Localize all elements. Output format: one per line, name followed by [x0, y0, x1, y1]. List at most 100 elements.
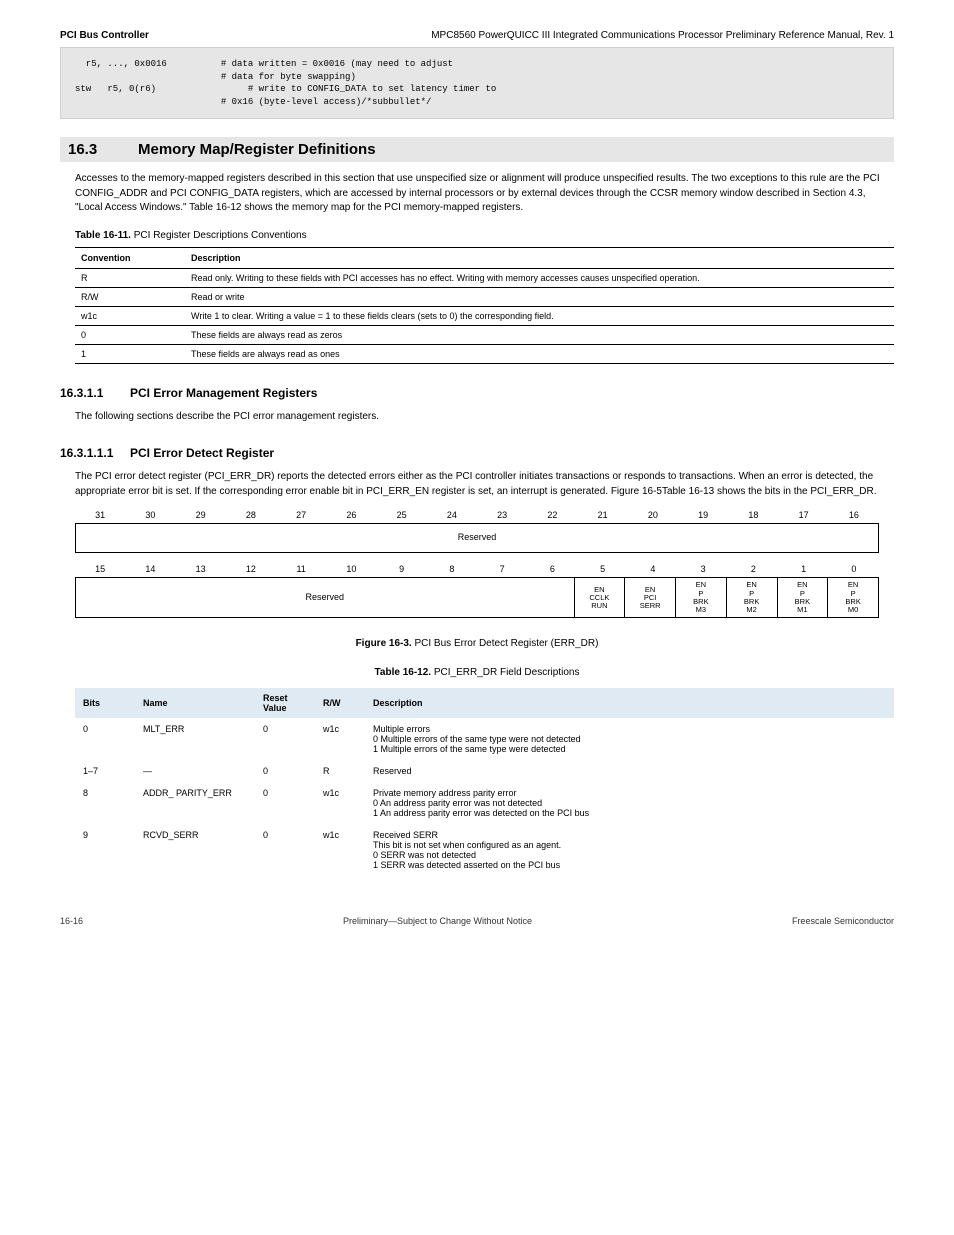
bit-number: 10 — [326, 561, 376, 577]
subsection-number-2: 16.3.1.1.1 — [60, 446, 130, 460]
bit-number: 17 — [779, 507, 829, 523]
cell-convention: R/W — [75, 287, 185, 306]
footer-page-num: 16-16 — [60, 916, 83, 926]
bit-number: 30 — [125, 507, 175, 523]
bit-number: 0 — [829, 561, 879, 577]
bit-number: 5 — [578, 561, 628, 577]
header-title: PCI Bus Controller — [60, 30, 149, 41]
cell-name: — — [135, 760, 255, 782]
cell-description: Write 1 to clear. Writing a value = 1 to… — [185, 306, 894, 325]
bit-number: 20 — [628, 507, 678, 523]
bit-number: 21 — [578, 507, 628, 523]
bit-number: 14 — [125, 561, 175, 577]
cell-rw: w1c — [315, 824, 365, 876]
subsection-heading-1: 16.3.1.1 PCI Error Management Registers — [60, 386, 894, 400]
cell-desc: Multiple errors 0 Multiple errors of the… — [365, 718, 894, 760]
cell-description: Read only. Writing to these fields with … — [185, 268, 894, 287]
conventions-table: Convention Description RRead only. Writi… — [75, 247, 894, 364]
bit-number: 29 — [176, 507, 226, 523]
bit-number: 25 — [377, 507, 427, 523]
cell-convention: 0 — [75, 325, 185, 344]
bit-number: 28 — [226, 507, 276, 523]
bit-number: 16 — [829, 507, 879, 523]
bit-number: 27 — [276, 507, 326, 523]
bit-number: 4 — [628, 561, 678, 577]
table-row: w1cWrite 1 to clear. Writing a value = 1… — [75, 306, 894, 325]
bit-number: 12 — [226, 561, 276, 577]
bitfield-cell: ENPCISERR — [624, 578, 675, 617]
bitfield-reserved-low: Reserved — [76, 578, 574, 617]
subsection-heading-2: 16.3.1.1.1 PCI Error Detect Register — [60, 446, 894, 460]
bit-number: 22 — [527, 507, 577, 523]
subsection-para-2: The PCI error detect register (PCI_ERR_D… — [75, 470, 894, 499]
section-number: 16.3 — [68, 141, 138, 158]
cell-bits: 9 — [75, 824, 135, 876]
col-description: Description — [185, 247, 894, 268]
subsection-para-1: The following sections describe the PCI … — [75, 410, 894, 425]
section-paragraph: Accesses to the memory-mapped registers … — [75, 172, 894, 216]
page-footer: 16-16 Preliminary—Subject to Change With… — [60, 916, 894, 926]
section-title: Memory Map/Register Definitions — [138, 141, 376, 158]
cell-convention: R — [75, 268, 185, 287]
bit-number: 7 — [477, 561, 527, 577]
cell-rw: R — [315, 760, 365, 782]
page-header: PCI Bus Controller MPC8560 PowerQUICC II… — [60, 30, 894, 41]
footer-right: Freescale Semiconductor — [792, 916, 894, 926]
table-row: RRead only. Writing to these fields with… — [75, 268, 894, 287]
bit-number: 6 — [527, 561, 577, 577]
col-bits: Bits — [75, 688, 135, 718]
bitfield-cell: ENPBRKM1 — [777, 578, 828, 617]
cell-name: RCVD_SERR — [135, 824, 255, 876]
bit-number: 31 — [75, 507, 125, 523]
cell-convention: 1 — [75, 344, 185, 363]
table-12-title: Table 16-12. PCI_ERR_DR Field Descriptio… — [60, 667, 894, 678]
code-block: r5, ..., 0x0016 # data written = 0x0016 … — [60, 47, 894, 119]
bit-number: 13 — [176, 561, 226, 577]
table-row: R/WRead or write — [75, 287, 894, 306]
cell-rst: 0 — [255, 782, 315, 824]
col-rw: R/W — [315, 688, 365, 718]
col-desc: Description — [365, 688, 894, 718]
bitfield-cell: ENPBRKM3 — [675, 578, 726, 617]
bit-number: 15 — [75, 561, 125, 577]
cell-desc: Received SERR This bit is not set when c… — [365, 824, 894, 876]
bit-number: 9 — [377, 561, 427, 577]
cell-rw: w1c — [315, 718, 365, 760]
cell-name: ADDR_ PARITY_ERR — [135, 782, 255, 824]
bit-number: 1 — [779, 561, 829, 577]
bit-number: 11 — [276, 561, 326, 577]
subsection-number-1: 16.3.1.1 — [60, 386, 130, 400]
table-row: 0These fields are always read as zeros — [75, 325, 894, 344]
cell-description: These fields are always read as zeros — [185, 325, 894, 344]
cell-rst: 0 — [255, 760, 315, 782]
cell-description: These fields are always read as ones — [185, 344, 894, 363]
bit-number: 18 — [728, 507, 778, 523]
table-row: 8ADDR_ PARITY_ERR0w1cPrivate memory addr… — [75, 782, 894, 824]
table-row: 0MLT_ERR0w1cMultiple errors 0 Multiple e… — [75, 718, 894, 760]
header-docref: MPC8560 PowerQUICC III Integrated Commun… — [431, 30, 894, 41]
cell-desc: Private memory address parity error 0 An… — [365, 782, 894, 824]
figure-title: Figure 16-3. PCI Bus Error Detect Regist… — [60, 638, 894, 649]
cell-bits: 1–7 — [75, 760, 135, 782]
cell-bits: 8 — [75, 782, 135, 824]
cell-desc: Reserved — [365, 760, 894, 782]
bit-number: 2 — [728, 561, 778, 577]
table-row: 1–7—0RReserved — [75, 760, 894, 782]
table-row: 1These fields are always read as ones — [75, 344, 894, 363]
bit-number: 26 — [326, 507, 376, 523]
subsection-title-1: PCI Error Management Registers — [130, 386, 317, 400]
bit-number: 8 — [427, 561, 477, 577]
cell-bits: 0 — [75, 718, 135, 760]
bitfield-cell: ENPBRKM0 — [827, 578, 878, 617]
bit-number: 24 — [427, 507, 477, 523]
table-row: 9RCVD_SERR0w1cReceived SERR This bit is … — [75, 824, 894, 876]
bitfield-cell: ENPBRKM2 — [726, 578, 777, 617]
section-heading: 16.3 Memory Map/Register Definitions — [60, 137, 894, 162]
cell-rw: w1c — [315, 782, 365, 824]
bit-number: 19 — [678, 507, 728, 523]
subsection-title-2: PCI Error Detect Register — [130, 446, 274, 460]
col-convention: Convention — [75, 247, 185, 268]
cell-name: MLT_ERR — [135, 718, 255, 760]
table-11-title: Table 16-11. PCI Register Descriptions C… — [75, 230, 894, 241]
cell-convention: w1c — [75, 306, 185, 325]
